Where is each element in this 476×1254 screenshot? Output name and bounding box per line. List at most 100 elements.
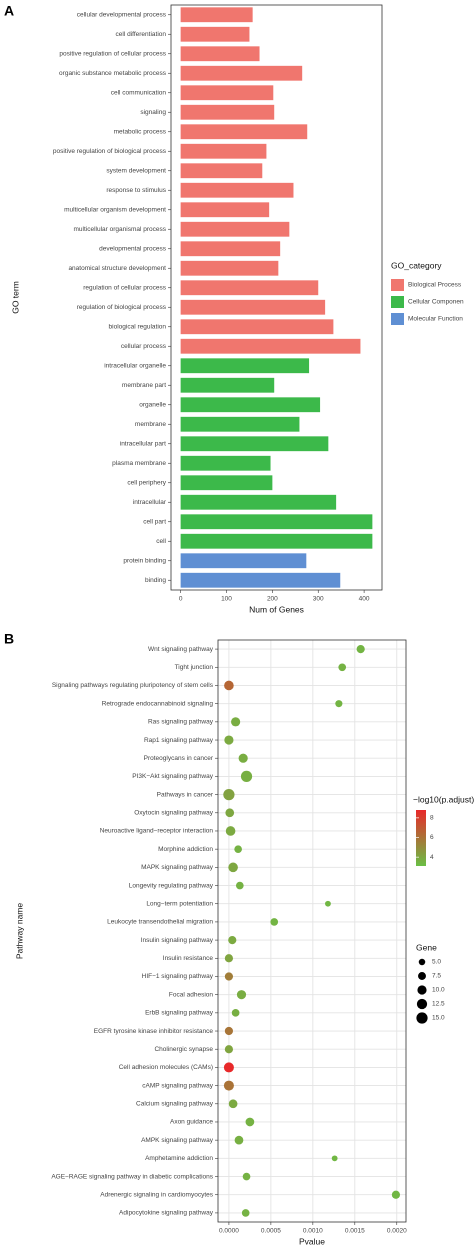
size-legend-label: 5.0 — [432, 959, 441, 966]
y-tick-label: intracellular part — [120, 440, 166, 447]
y-tick-label: regulation of cellular process — [83, 284, 166, 291]
bar — [180, 553, 307, 569]
bar — [180, 221, 290, 237]
y-tick-label: cellular process — [121, 343, 167, 350]
dot — [223, 1062, 234, 1073]
y-tick-label: regulation of biological process — [77, 304, 167, 311]
dot — [240, 770, 253, 783]
bar — [180, 124, 308, 140]
y-tick-label: Morphine addiction — [158, 846, 213, 853]
x-tick-label: 0.0000 — [219, 1228, 239, 1235]
y-tick-label: MAPK signaling pathway — [141, 864, 214, 871]
y-tick-label: Neuroactive ligand−receptor interaction — [100, 828, 214, 835]
y-tick-label: Insulin resistance — [163, 955, 214, 962]
y-tick-label: Cholinergic synapse — [154, 1046, 213, 1053]
dot — [228, 1099, 238, 1109]
y-tick-label: Oxytocin signaling pathway — [134, 810, 214, 817]
y-tick-label: membrane — [135, 421, 166, 428]
y-tick-label: protein binding — [123, 557, 166, 564]
x-tick-label: 200 — [267, 596, 278, 603]
y-tick-label: multicellular organismal process — [74, 226, 167, 233]
colorbar-label: 4 — [430, 854, 434, 861]
size-legend-title: Gene — [416, 942, 437, 952]
x-tick-label: 300 — [313, 596, 324, 603]
y-tick-label: Adrenergic signaling in cardiomyocytes — [100, 1191, 213, 1198]
size-legend-dot — [417, 985, 427, 995]
y-tick-label: plasma membrane — [112, 460, 166, 467]
legend-label: Molecular Function — [408, 316, 463, 323]
dot — [235, 881, 244, 890]
y-tick-label: binding — [145, 577, 166, 584]
bar — [180, 533, 373, 549]
y-tick-label: EGFR tyrosine kinase inhibitor resistanc… — [94, 1028, 214, 1035]
legend-swatch — [391, 313, 404, 325]
dot — [270, 918, 279, 926]
y-tick-label: intracellular organelle — [104, 362, 166, 369]
y-tick-label: Longevity regulating pathway — [129, 882, 214, 889]
y-tick-label: cell — [156, 538, 166, 545]
colorbar-label: 6 — [430, 834, 434, 841]
size-legend-dot — [416, 998, 428, 1010]
y-tick-label: Insulin signaling pathway — [141, 937, 214, 944]
dot — [245, 1117, 255, 1127]
x-axis-title: Pvalue — [299, 1236, 325, 1246]
legend-label: Cellular Componen — [408, 299, 464, 306]
size-legend-label: 7.5 — [432, 973, 441, 980]
dot — [223, 1080, 234, 1091]
bar — [180, 358, 310, 374]
size-legend-dot — [416, 1012, 428, 1024]
bar — [180, 455, 271, 471]
y-tick-label: Ras signaling pathway — [148, 719, 214, 726]
legend-title: GO_category — [391, 260, 442, 270]
y-tick-label: system development — [106, 167, 166, 174]
legend-swatch — [391, 296, 404, 308]
dot — [225, 826, 236, 836]
y-tick-label: signaling — [140, 109, 166, 116]
dot — [325, 900, 331, 907]
y-tick-label: anatomical structure development — [68, 265, 166, 272]
bar — [180, 572, 341, 588]
dot — [236, 990, 247, 1000]
y-tick-label: developmental process — [99, 245, 167, 252]
bar — [180, 182, 294, 198]
size-legend-dot — [418, 972, 426, 980]
y-tick-label: cell differentiation — [116, 31, 167, 38]
y-tick-label: Long−term potentiation — [146, 900, 213, 907]
size-legend-label: 15.0 — [432, 1015, 445, 1022]
panel-label: B — [4, 631, 14, 647]
dot — [335, 700, 343, 708]
y-tick-label: AMPK signaling pathway — [141, 1137, 214, 1144]
plot-background — [218, 640, 406, 1222]
dot — [225, 808, 235, 818]
x-tick-label: 0.0020 — [387, 1228, 407, 1235]
bar — [180, 104, 275, 120]
y-tick-label: cell part — [143, 518, 166, 525]
dot — [228, 935, 237, 945]
dot — [391, 1190, 401, 1199]
bar — [180, 163, 263, 179]
y-tick-label: multicellular organism development — [64, 206, 166, 213]
y-tick-label: cAMP signaling pathway — [142, 1082, 213, 1089]
bar — [180, 299, 326, 315]
y-tick-label: Adipocytokine signaling pathway — [119, 1210, 214, 1217]
dot — [331, 1155, 338, 1162]
y-axis-title: Pathway name — [14, 903, 24, 959]
dot — [356, 644, 365, 654]
dot — [223, 788, 235, 801]
y-tick-label: Rap1 signaling pathway — [144, 737, 214, 744]
y-tick-label: intracellular — [133, 499, 167, 506]
plot-border — [217, 639, 407, 1223]
panel-label: A — [4, 3, 14, 19]
colorbar — [416, 810, 426, 866]
dot — [338, 663, 347, 672]
bar — [180, 397, 321, 413]
y-tick-label: Axon guidance — [170, 1119, 213, 1126]
y-tick-label: Leukocyte transendothelial migration — [107, 919, 213, 926]
x-tick-label: 0 — [179, 596, 183, 603]
y-tick-label: PI3K−Akt signaling pathway — [132, 773, 214, 780]
y-tick-label: Tight junction — [175, 664, 214, 671]
bar — [180, 416, 300, 432]
bar — [180, 514, 373, 530]
colorbar-title: −log10(p.adjust) — [413, 794, 474, 804]
